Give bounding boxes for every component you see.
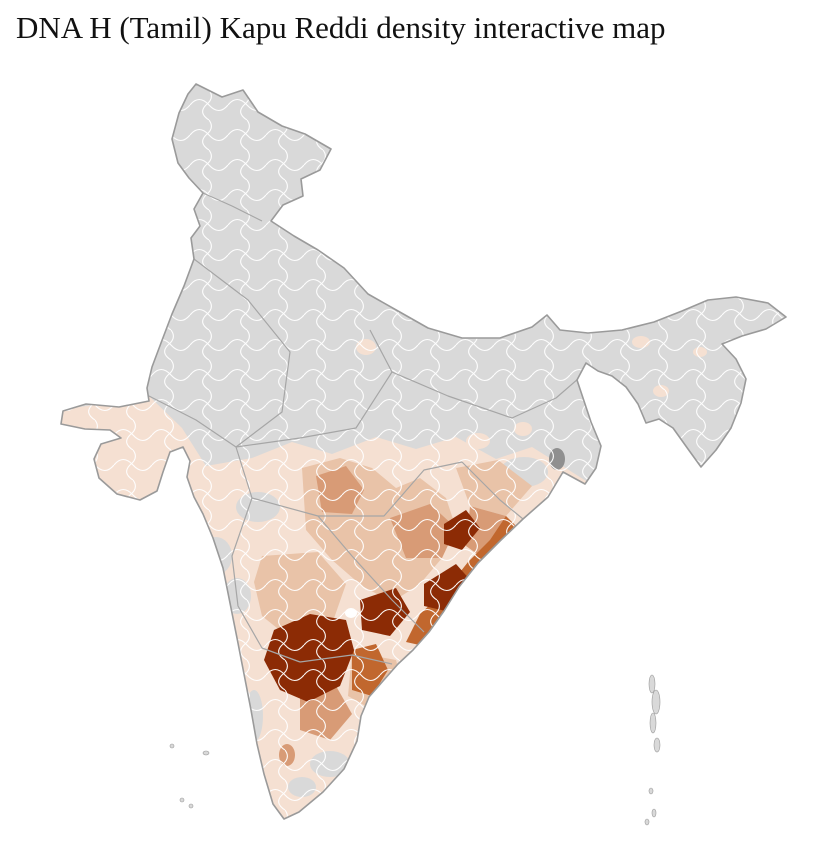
andaman-nicobar-islands[interactable]: [644, 674, 661, 826]
india-country-outline: [60, 83, 787, 820]
lakshadweep-islands[interactable]: [169, 743, 210, 809]
page-title: DNA H (Tamil) Kapu Reddi density interac…: [16, 10, 666, 45]
state-borders: [146, 192, 587, 665]
